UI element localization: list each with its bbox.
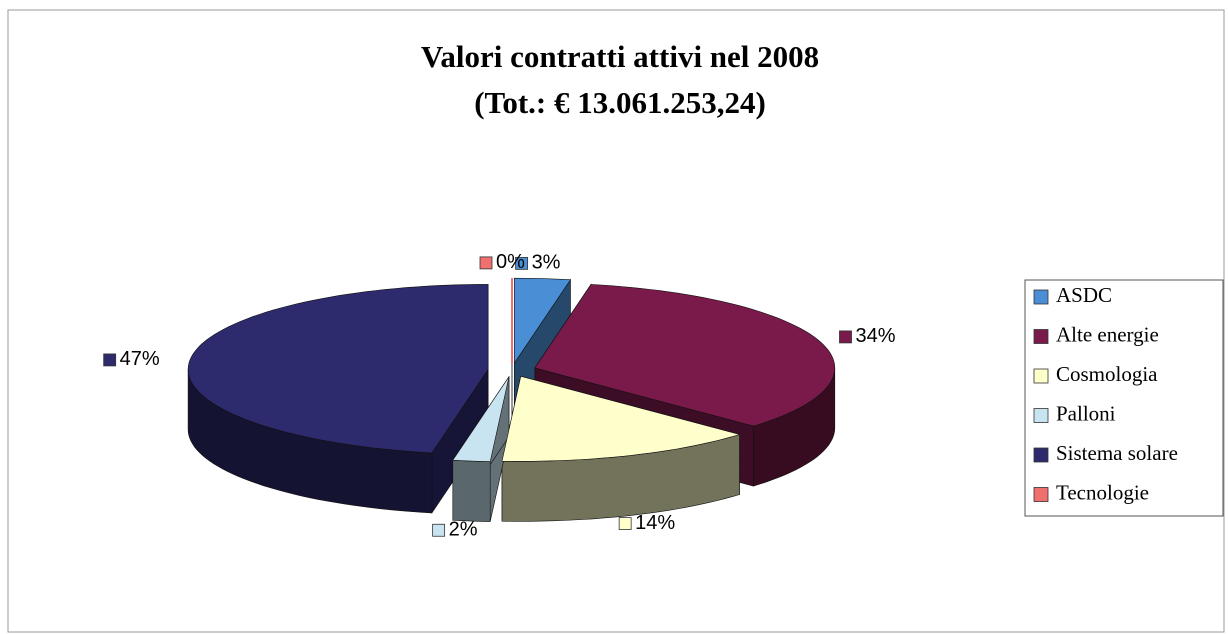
legend-label: ASDC <box>1056 283 1112 307</box>
legend-label: Palloni <box>1056 401 1116 425</box>
legend-swatch <box>1033 368 1049 384</box>
legend-label: Cosmologia <box>1056 362 1158 386</box>
slice-top <box>452 376 510 462</box>
slice-top <box>187 284 489 454</box>
slice-top <box>501 375 741 462</box>
slice-top <box>514 277 572 365</box>
legend-swatch <box>1033 487 1049 502</box>
data-label: 34% <box>855 325 895 347</box>
legend-box <box>1024 279 1224 517</box>
slice-top <box>534 284 836 427</box>
legend-swatch <box>1033 329 1049 344</box>
label-swatch <box>618 517 632 530</box>
label-swatch <box>479 256 493 270</box>
data-label: 14% <box>635 512 675 534</box>
data-label: 0% <box>496 251 525 273</box>
label-swatch <box>103 353 117 367</box>
pie-tops <box>187 277 836 462</box>
chart-title: Valori contratti attivi nel 2008 <box>421 39 819 74</box>
legend-label: Sistema solare <box>1056 441 1178 465</box>
chart-subtitle: (Tot.: € 13.061.253,24) <box>474 85 766 120</box>
legend-swatch <box>1033 408 1049 423</box>
data-label: 47% <box>120 348 160 370</box>
label-swatch <box>432 523 446 537</box>
legend-swatch <box>1033 447 1049 463</box>
data-label: 3% <box>532 252 561 274</box>
data-label: 2% <box>449 519 478 541</box>
legend-label: Alte energie <box>1056 322 1159 346</box>
label-swatch <box>839 330 852 344</box>
legend-swatch <box>1033 289 1049 305</box>
legend-label: Tecnologie <box>1056 480 1149 504</box>
label-swatch <box>515 256 528 270</box>
slice-wall <box>452 459 491 522</box>
